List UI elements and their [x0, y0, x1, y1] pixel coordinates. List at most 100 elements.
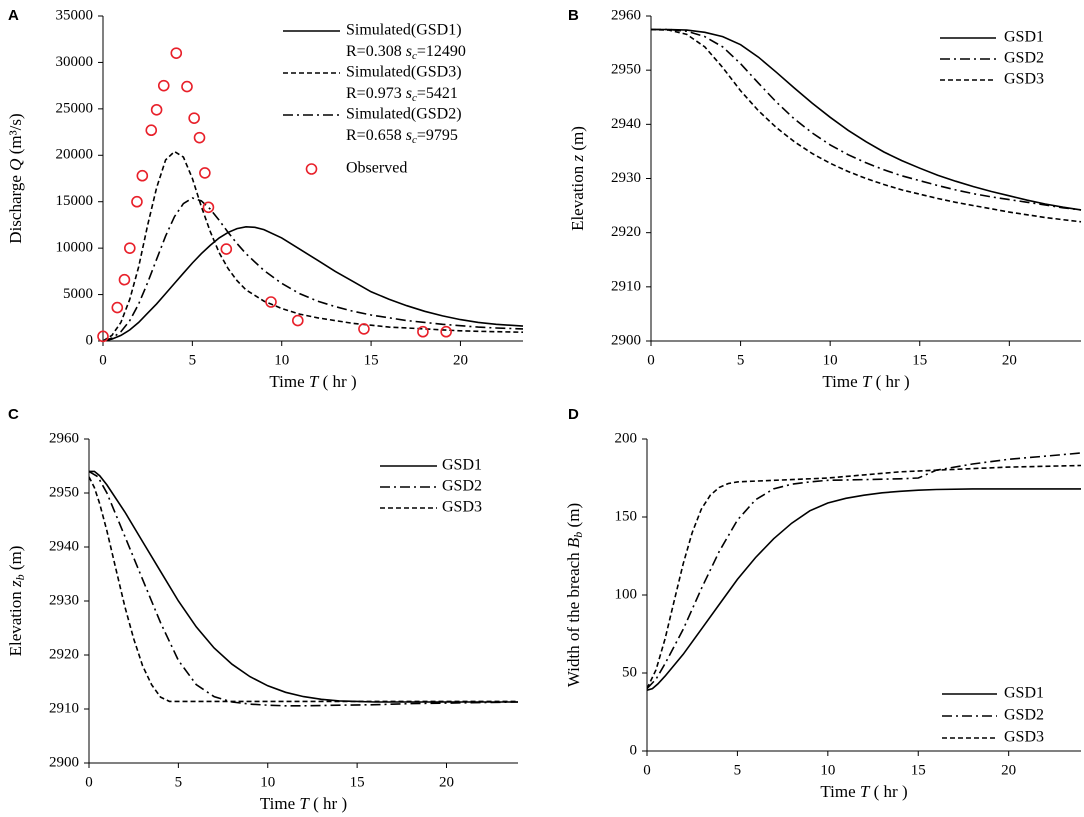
y-axis-label: Elevation z (m) [568, 126, 587, 231]
observed-point [170, 47, 183, 59]
x-tick-label: 20 [439, 774, 454, 790]
y-tick-label: 2930 [611, 170, 641, 186]
y-tick-label: 2910 [611, 278, 641, 294]
series-line-gsd3 [89, 476, 518, 703]
x-tick-label: 15 [911, 762, 926, 778]
legend-entry: GSD1 [442, 457, 482, 474]
observed-point [193, 131, 206, 144]
legend-entry: GSD3 [1004, 729, 1044, 746]
y-tick-label: 50 [622, 664, 637, 680]
y-tick-label: 30000 [56, 54, 94, 70]
legend-entry: GSD3 [442, 499, 482, 516]
observed-point [220, 243, 233, 255]
x-tick-label: 10 [823, 352, 838, 368]
y-tick-label: 2900 [49, 754, 79, 770]
x-tick-label: 0 [647, 352, 655, 368]
y-tick-label: 2950 [49, 484, 79, 500]
panel-d-breach-width-chart: D 0 50 100 150 200 0 5 10 15 20 Time T ( hr ) Width … [564, 406, 1082, 801]
y-tick-label: 200 [615, 430, 638, 446]
x-tick-label: 20 [1002, 352, 1017, 368]
panel-b-elevation-chart: B 2900 2910 2920 2930 2940 2950 2960 0 5 10 15 20 Tim… [568, 7, 1082, 391]
y-axis-label: Discharge Q (m³/s) [6, 113, 25, 243]
observed-point [417, 325, 429, 338]
legend-stats: R=0.658 sc=9795 [346, 127, 458, 146]
legend-entry: Simulated(GSD1) [346, 22, 462, 39]
y-tick-label: 5000 [63, 286, 93, 302]
y-tick-label: 20000 [56, 147, 94, 163]
y-axis-label: Width of the breach Bb (m) [564, 503, 585, 687]
x-tick-label: 0 [643, 762, 651, 778]
observed-point [131, 195, 143, 208]
series-line-gsd3 [647, 464, 1082, 689]
series-line-gsd1 [89, 470, 518, 703]
panel-label: B [568, 7, 579, 24]
y-tick-label: 0 [86, 332, 94, 348]
x-axis-label: Time T ( hr ) [822, 372, 909, 391]
legend-stats: R=0.973 sc=5421 [346, 85, 458, 104]
x-tick-label: 15 [912, 352, 927, 368]
series-line-simulated-gsd3- [103, 150, 524, 341]
y-tick-label: 2900 [611, 332, 641, 348]
legend-entry: GSD3 [1004, 71, 1044, 88]
x-tick-label: 20 [1001, 762, 1016, 778]
legend-entry: GSD2 [1004, 50, 1044, 67]
y-tick-label: 25000 [56, 100, 94, 116]
legend-entry: Simulated(GSD3) [346, 64, 462, 81]
observed-point [97, 330, 109, 343]
legend-entry: Observed [346, 160, 407, 177]
y-tick-label: 2920 [611, 224, 641, 240]
y-tick-label: 35000 [56, 7, 94, 23]
y-axis-label: Elevation zb (m) [6, 546, 27, 657]
series-line-gsd2 [647, 452, 1082, 690]
x-axis-label: Time T ( hr ) [820, 782, 907, 801]
y-tick-label: 2940 [49, 538, 79, 554]
panel-label: A [8, 7, 19, 24]
legend-entry: Simulated(GSD2) [346, 106, 462, 123]
y-tick-label: 150 [615, 508, 638, 524]
observed-point [111, 301, 124, 314]
observed-point [292, 314, 304, 327]
x-tick-label: 5 [737, 352, 745, 368]
observed-point [124, 242, 136, 254]
panel-label: D [568, 406, 579, 423]
y-tick-label: 2920 [49, 646, 79, 662]
series-line-gsd1 [651, 28, 1082, 211]
y-tick-label: 2930 [49, 592, 79, 608]
y-tick-label: 2950 [611, 62, 641, 78]
observed-point [440, 325, 452, 338]
y-tick-label: 2910 [49, 700, 79, 716]
observed-point [202, 201, 215, 214]
x-tick-label: 10 [274, 352, 289, 368]
x-tick-label: 0 [99, 352, 107, 368]
legend-stats: R=0.308 sc=12490 [346, 43, 466, 62]
observed-point [181, 80, 193, 93]
observed-point [157, 79, 170, 92]
legend-entry: GSD2 [1004, 707, 1044, 724]
x-tick-label: 5 [189, 352, 197, 368]
observed-point [136, 169, 149, 182]
observed-point [118, 273, 131, 286]
observed-point [150, 103, 163, 116]
y-tick-label: 2960 [49, 430, 79, 446]
y-tick-label: 15000 [56, 193, 94, 209]
x-tick-label: 10 [260, 774, 275, 790]
y-tick-label: 10000 [56, 240, 94, 256]
x-tick-label: 0 [85, 774, 93, 790]
series-line-gsd3 [651, 28, 1082, 223]
x-tick-label: 10 [820, 762, 835, 778]
legend-entry: GSD1 [1004, 685, 1044, 702]
panel-c-breach-elevation-chart: C 2900 2910 2920 2930 2940 2950 2960 0 5 10 15 20 Tim… [6, 406, 519, 813]
x-tick-label: 20 [453, 352, 468, 368]
x-axis-label: Time T ( hr ) [260, 794, 347, 813]
observed-point [199, 167, 211, 179]
series-line-simulated-gsd1- [103, 225, 524, 341]
observed-point [188, 112, 200, 124]
legend-observed-marker [305, 163, 318, 175]
series-line-gsd2 [651, 28, 1082, 211]
y-tick-label: 2960 [611, 7, 641, 23]
series-line-simulated-gsd2- [103, 197, 524, 341]
x-tick-label: 5 [175, 774, 183, 790]
observed-point [265, 296, 277, 308]
x-tick-label: 15 [364, 352, 379, 368]
